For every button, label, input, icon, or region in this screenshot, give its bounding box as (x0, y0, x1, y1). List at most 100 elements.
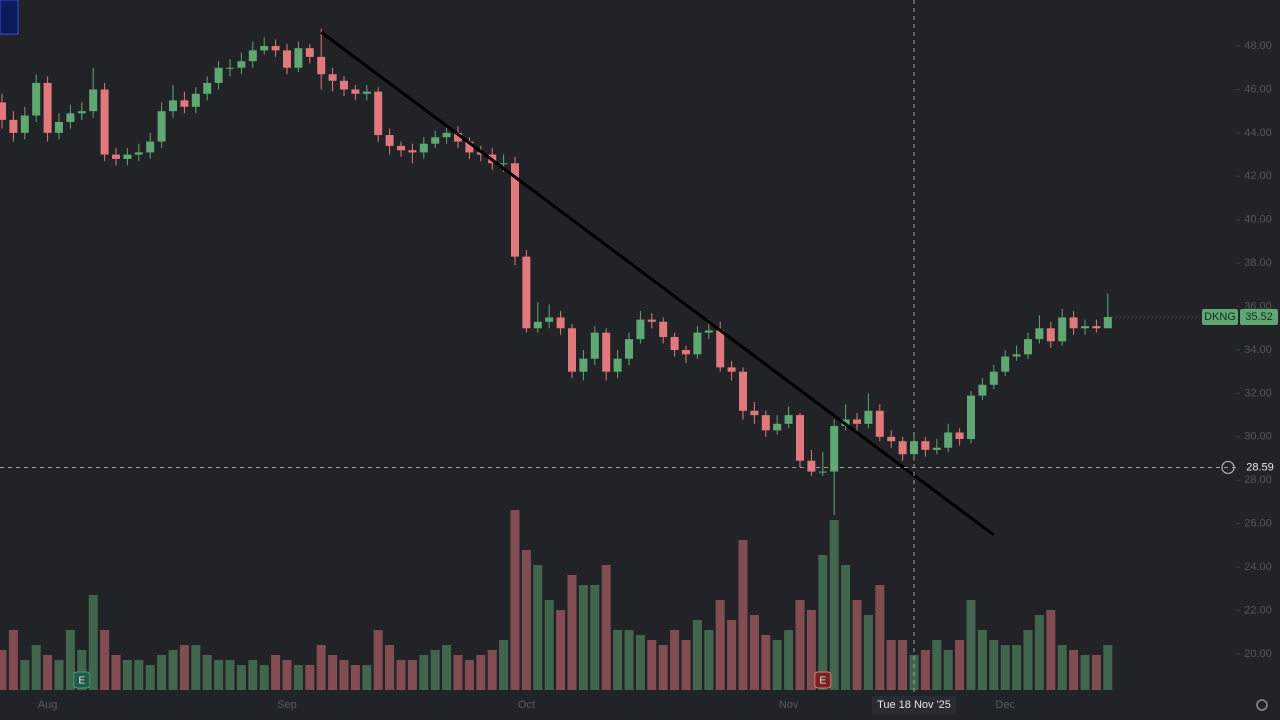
volume-bar (863, 615, 873, 690)
candle-body (1024, 339, 1032, 355)
candle-body (237, 61, 246, 68)
badge (0, 0, 19, 35)
candle-body (568, 328, 576, 372)
candle-body (830, 425, 839, 472)
volume-bar (396, 660, 406, 690)
trendline (320, 30, 995, 537)
volume-bar (829, 520, 839, 690)
volume-bar (567, 575, 577, 690)
y-tick-label: 26.00 (1244, 518, 1272, 530)
candle-body (796, 415, 804, 461)
candle-body (944, 432, 953, 448)
candle-body (853, 419, 861, 424)
volume-bar (419, 655, 429, 690)
add-alert-icon[interactable] (1221, 460, 1235, 475)
y-tick-label: 34.00 (1244, 344, 1272, 356)
candle-body (602, 332, 611, 372)
volume-bar (1057, 645, 1067, 690)
event-marker (814, 671, 832, 689)
volume-bar (898, 640, 908, 690)
candle-body (20, 115, 29, 133)
candle-body (442, 132, 451, 138)
candle-body (727, 367, 736, 372)
volume-bar (544, 600, 554, 690)
x-tick-label: Dec (995, 699, 1015, 711)
volume-bar (259, 665, 269, 690)
candle-body (271, 46, 280, 51)
volume-bar (521, 550, 531, 690)
y-tick-label: 24.00 (1244, 561, 1272, 573)
volume-bar (658, 645, 668, 690)
x-tick-label: Sep (277, 699, 297, 711)
candle-body (66, 113, 75, 123)
candle-body (419, 143, 428, 153)
volume-bar (635, 635, 645, 690)
candle-body (203, 82, 212, 94)
volume-bar (1012, 645, 1022, 690)
volume-bar (464, 660, 474, 690)
volume-bar (339, 660, 349, 690)
candle-body (169, 100, 177, 112)
candle-body (773, 423, 782, 431)
candle-body (579, 358, 588, 372)
candle-body (818, 471, 827, 473)
candle-body (476, 152, 485, 155)
volume-bar (305, 665, 315, 690)
volume-bar (1069, 650, 1079, 690)
volume-bar (1000, 645, 1010, 690)
candle-body (317, 56, 326, 75)
candle-body (454, 132, 462, 142)
volume-bar (499, 640, 509, 690)
volume-bar (1023, 630, 1033, 690)
last-price-tag (1240, 308, 1278, 325)
volume-bar (920, 650, 930, 690)
volume-bar (168, 650, 178, 690)
x-tick-label: Aug (38, 699, 58, 711)
candle-body (750, 410, 759, 416)
volume-bar (271, 655, 281, 690)
y-tick-label: 32.00 (1244, 387, 1272, 399)
candle-body (704, 330, 713, 333)
volume-bar (373, 630, 383, 690)
volume-bar (157, 655, 167, 690)
y-tick-label: 40.00 (1244, 214, 1272, 226)
candle-body (112, 154, 120, 159)
volume-bar (1103, 645, 1113, 690)
candle-body (761, 415, 770, 431)
volume-bar (20, 660, 30, 690)
volume-bar (1046, 610, 1056, 690)
volume-bar (65, 630, 75, 690)
volume-bar (761, 635, 771, 690)
candle-body (864, 410, 873, 424)
candle-body (967, 395, 975, 440)
candle-body (248, 50, 257, 62)
volume-bar (293, 665, 303, 690)
volume-bar (0, 650, 7, 690)
volume-bar (943, 650, 953, 690)
candle-body (898, 441, 907, 455)
candle-body (32, 82, 41, 116)
volume-bar (350, 665, 360, 690)
candle-body (545, 317, 554, 322)
candle-body (1081, 326, 1089, 329)
volume-bar (841, 565, 851, 690)
y-tick-label: 42.00 (1244, 170, 1272, 182)
volume-bar (670, 630, 680, 690)
volume-bar (202, 655, 212, 690)
candle-body (1092, 326, 1101, 329)
candle-body (1001, 356, 1010, 372)
x-tick-label: Nov (779, 699, 799, 711)
candle-body (1058, 317, 1067, 342)
candle-body (431, 137, 440, 144)
volume-bar (590, 585, 600, 690)
candle-body (693, 332, 702, 355)
settings-icon[interactable] (1256, 699, 1268, 711)
volume-bar (681, 640, 691, 690)
candle-body (932, 447, 941, 450)
volume-bar (442, 645, 452, 690)
volume-bar (111, 655, 121, 690)
volume-bar (1034, 615, 1044, 690)
candle-body (260, 46, 269, 51)
volume-bar (214, 660, 224, 690)
